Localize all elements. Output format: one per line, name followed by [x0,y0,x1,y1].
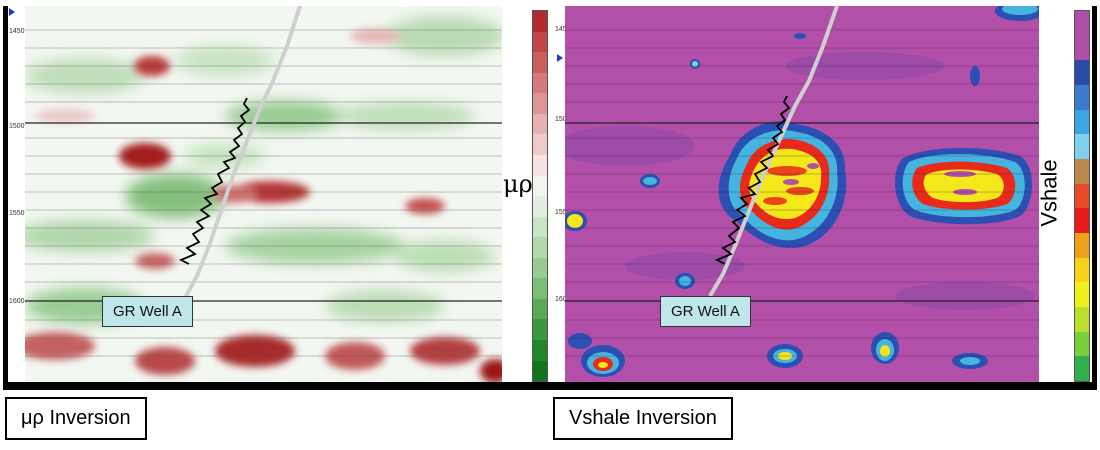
caption-right: Vshale Inversion [553,397,733,440]
mu-rho-section-plot [25,6,502,382]
colorbar-segment [533,175,547,197]
colorbar-segment [533,237,547,258]
well-label-right: GR Well A [660,296,751,327]
colorbar-segment [1075,307,1089,332]
colorbar-segment [533,93,547,114]
tick-label: 1450 [9,28,25,35]
colorbar-segment [1075,11,1089,36]
colorbar-segment [533,31,547,53]
tick-label: 1550 [9,210,25,217]
tick-label: 1600 [555,296,571,303]
colorbar-segment [1075,35,1089,61]
colorbar-left [532,10,548,382]
colorbar-segment [533,360,547,382]
colorbar-segment [1075,208,1089,234]
colorbar-label-right-text: Vshale [1036,159,1062,227]
depth-marker-icon [557,54,563,62]
depth-axis-right: 1450 1500 1550 1600 [553,6,571,382]
colorbar-segment [533,134,547,155]
depth-marker-icon [9,8,15,16]
colorbar-segment [1075,60,1089,86]
colorbar-segment [1075,134,1089,160]
depth-axis-left: 1450 1500 1550 1600 [8,6,25,382]
colorbar-right [1074,10,1090,382]
colorbar-segment [1075,109,1089,135]
tick-label: 1450 [555,26,571,33]
colorbar-segment [533,72,547,94]
colorbar-segment [1075,159,1089,184]
colorbar-segment [1075,282,1089,308]
colorbar-segment [533,298,547,320]
tick-label: 1550 [555,209,571,216]
colorbar-segment [1075,356,1089,382]
well-label-left: GR Well A [102,296,193,327]
colorbar-segment [1075,331,1089,357]
well-trajectory [708,6,839,298]
colorbar-segment [533,196,547,217]
colorbar-segment [533,340,547,361]
colorbar-label-right: Vshale [1034,159,1074,226]
colorbar-segment [533,319,547,340]
gr-log-curve [178,97,251,265]
colorbar-segment [1075,183,1089,209]
vshale-section: GR Well A [565,6,1039,382]
colorbar-segment [533,11,547,32]
colorbar-segment [1075,257,1089,283]
colorbar-segment [533,154,547,176]
colorbar-segment [533,278,547,299]
gr-log-curve [714,95,791,265]
tick-label: 1500 [9,123,25,130]
colorbar-label-left: μρ [503,170,533,198]
caption-left: μρ Inversion [5,397,147,440]
colorbar-segment [533,257,547,279]
colorbar-segment [533,216,547,238]
colorbar-segment [1075,85,1089,110]
colorbar-segment [533,52,547,73]
mu-rho-section: GR Well A [25,6,502,382]
tick-label: 1600 [9,298,25,305]
colorbar-segment [533,113,547,135]
colorbar-segment [1075,233,1089,258]
tick-label: 1500 [555,116,571,123]
well-trajectory [183,6,302,299]
vshale-section-plot [565,6,1039,377]
